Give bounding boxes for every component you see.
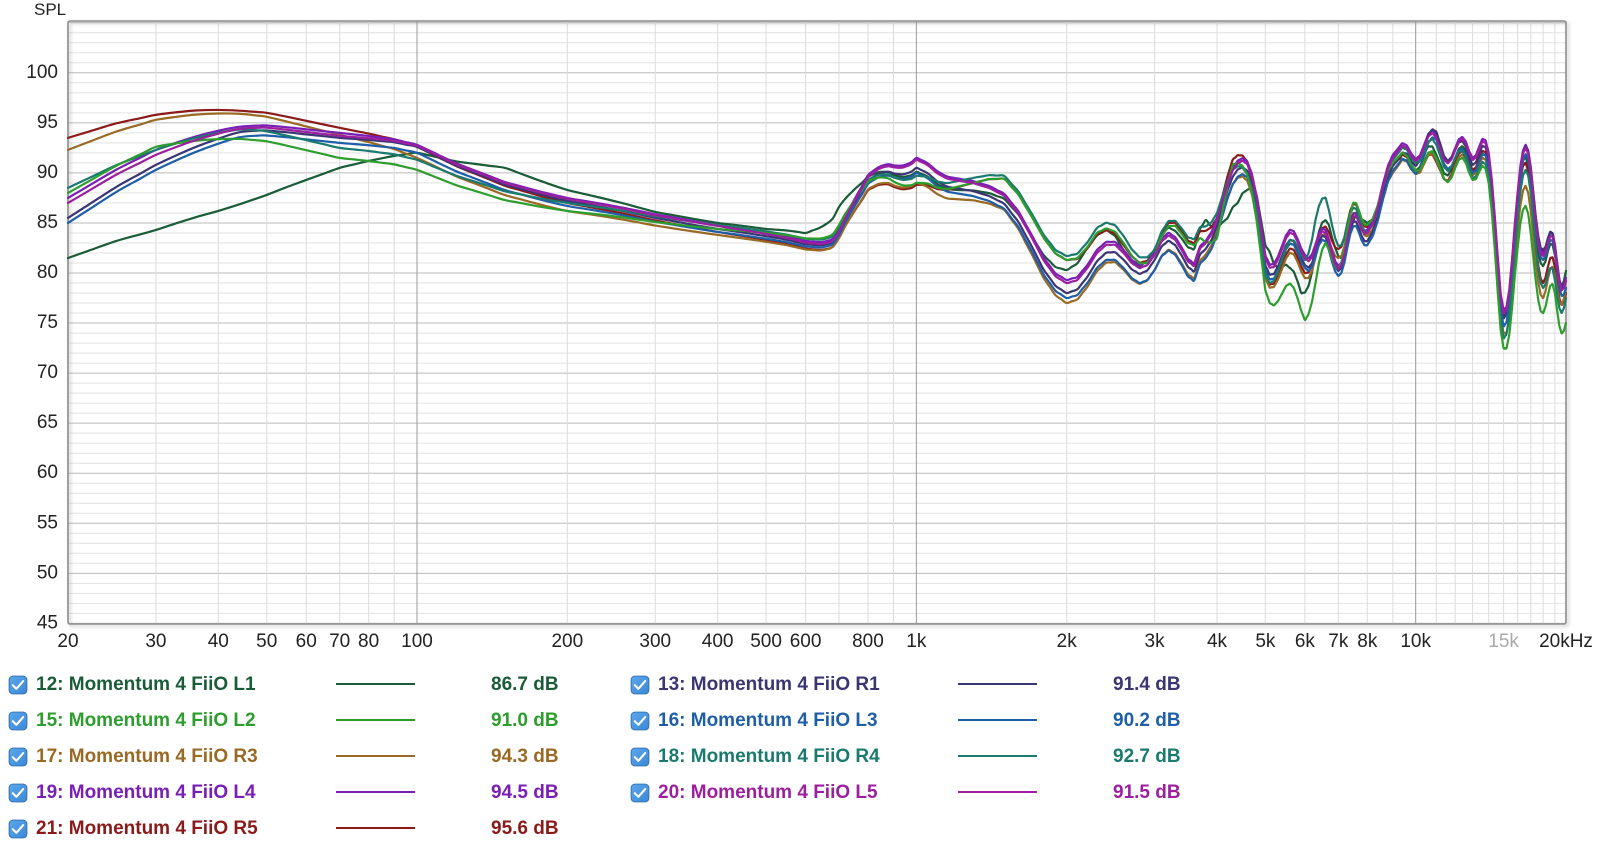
svg-text:60: 60 bbox=[37, 462, 58, 483]
svg-text:50: 50 bbox=[37, 562, 58, 583]
svg-text:3k: 3k bbox=[1145, 631, 1166, 650]
svg-text:6k: 6k bbox=[1295, 631, 1316, 650]
svg-text:600: 600 bbox=[790, 631, 822, 650]
svg-text:7k: 7k bbox=[1328, 631, 1349, 650]
svg-text:200: 200 bbox=[551, 631, 583, 650]
svg-text:95: 95 bbox=[37, 112, 58, 133]
svg-text:2k: 2k bbox=[1057, 631, 1078, 650]
svg-text:45: 45 bbox=[37, 612, 58, 633]
svg-text:65: 65 bbox=[37, 412, 58, 433]
svg-text:20kHz: 20kHz bbox=[1539, 631, 1593, 650]
svg-text:70: 70 bbox=[37, 362, 58, 383]
svg-text:80: 80 bbox=[358, 631, 379, 650]
svg-text:8k: 8k bbox=[1357, 631, 1378, 650]
svg-text:500: 500 bbox=[750, 631, 782, 650]
svg-text:75: 75 bbox=[37, 312, 58, 333]
svg-text:70: 70 bbox=[329, 631, 350, 650]
svg-text:SPL: SPL bbox=[34, 0, 66, 19]
svg-text:800: 800 bbox=[852, 631, 884, 650]
svg-text:60: 60 bbox=[296, 631, 317, 650]
svg-text:4k: 4k bbox=[1207, 631, 1228, 650]
svg-text:30: 30 bbox=[145, 631, 166, 650]
svg-text:55: 55 bbox=[37, 512, 58, 533]
svg-text:50: 50 bbox=[256, 631, 277, 650]
svg-text:100: 100 bbox=[26, 62, 58, 83]
svg-text:400: 400 bbox=[702, 631, 734, 650]
svg-text:85: 85 bbox=[37, 212, 58, 233]
svg-text:100: 100 bbox=[401, 631, 433, 650]
svg-text:1k: 1k bbox=[906, 631, 927, 650]
svg-text:80: 80 bbox=[37, 262, 58, 283]
svg-text:300: 300 bbox=[639, 631, 671, 650]
svg-text:40: 40 bbox=[208, 631, 229, 650]
svg-text:15k: 15k bbox=[1488, 631, 1519, 650]
svg-text:90: 90 bbox=[37, 162, 58, 183]
svg-text:5k: 5k bbox=[1255, 631, 1276, 650]
svg-text:10k: 10k bbox=[1400, 631, 1431, 650]
svg-text:20: 20 bbox=[57, 631, 78, 650]
